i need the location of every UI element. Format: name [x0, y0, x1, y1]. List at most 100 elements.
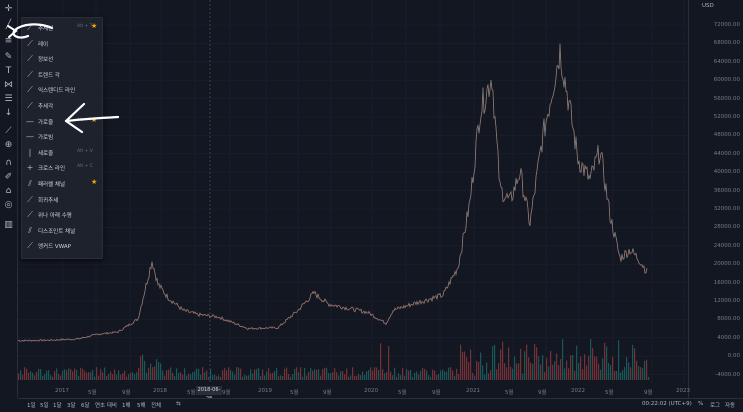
- volume-bar: [512, 368, 514, 380]
- favorite-star-icon[interactable]: ★: [91, 22, 98, 30]
- log-toggle[interactable]: 로그: [710, 403, 721, 409]
- clock-label[interactable]: 00:22:02 (UTC+9): [642, 401, 692, 407]
- menu-item-trend-angle2[interactable]: ⟋ 추세각: [22, 99, 102, 114]
- volume-bar: [444, 371, 446, 380]
- volume-bar: [420, 370, 422, 380]
- trash-icon[interactable]: ▥: [4, 220, 13, 230]
- time-tick-label: 2023: [676, 388, 690, 394]
- range-button[interactable]: 1달: [53, 403, 62, 409]
- ruler-icon[interactable]: ⟋: [5, 126, 12, 136]
- volume-bar: [266, 371, 268, 380]
- menu-item-label: 디스조인트 채널: [38, 228, 76, 235]
- volume-bar: [174, 375, 176, 380]
- range-button[interactable]: 1해: [122, 403, 131, 409]
- volume-bar: [302, 376, 304, 380]
- percent-toggle[interactable]: %: [698, 401, 704, 407]
- volume-bar: [48, 370, 50, 380]
- menu-item-parallel-channel[interactable]: ⫽ 패러렐 채널 ★: [22, 177, 102, 192]
- range-button[interactable]: 3달: [67, 403, 76, 409]
- price-axis[interactable]: 72000.00 68000.00 64000.00 60000.00 56000.00…: [688, 0, 743, 398]
- menu-item-anchored-vwap[interactable]: ⟋ 앵커드 VWAP: [22, 239, 102, 254]
- volume-bar: [640, 367, 642, 380]
- pattern-tool-icon[interactable]: ⋈: [4, 80, 13, 90]
- volume-bar: [398, 373, 400, 380]
- menu-item-horizontal-ray[interactable]: — 가로빔: [22, 130, 102, 145]
- menu-item-ray[interactable]: ⟋ 레이: [22, 37, 102, 52]
- volume-bar: [252, 373, 254, 380]
- menu-item-disjoint-channel[interactable]: ⫽ 디스조인트 채널: [22, 224, 102, 239]
- forecast-tool-icon[interactable]: ☰: [4, 94, 13, 104]
- volume-bar: [196, 368, 198, 380]
- time-tick-label: 2020: [364, 388, 378, 394]
- volume-bar: [458, 373, 460, 380]
- volume-bar: [448, 367, 450, 380]
- volume-bar: [538, 356, 540, 380]
- volume-bar: [236, 367, 238, 380]
- vertical-line-icon: |: [28, 147, 32, 157]
- volume-bar: [312, 370, 314, 380]
- menu-item-cross-line[interactable]: + 크로스 라인 Alt + C: [22, 161, 102, 176]
- crosshair-icon[interactable]: ✛: [4, 4, 13, 14]
- volume-bar: [374, 367, 376, 380]
- volume-bar: [604, 342, 606, 380]
- volume-bar: [260, 376, 262, 380]
- volume-bar: [410, 369, 412, 380]
- favorite-star-icon[interactable]: ★: [91, 178, 98, 186]
- info-line-icon: ⟋: [27, 54, 33, 64]
- text-tool-icon[interactable]: T: [5, 66, 12, 76]
- volume-bar: [556, 353, 558, 380]
- volume-bar: [292, 374, 294, 380]
- menu-item-info-line[interactable]: ⟋ 정보선: [22, 52, 102, 67]
- menu-item-regression-trend[interactable]: ⟋ 회귀추세: [22, 193, 102, 208]
- volume-bar: [552, 364, 554, 380]
- volume-bar: [500, 349, 502, 380]
- auto-toggle[interactable]: 자동: [725, 403, 736, 409]
- price-chart[interactable]: [18, 0, 688, 384]
- price-tick-label: 20000.00: [713, 261, 740, 268]
- volume-bar: [144, 360, 146, 380]
- zoom-icon[interactable]: ⊕: [4, 140, 13, 150]
- range-button[interactable]: 1일: [27, 403, 36, 409]
- volume-bar: [176, 368, 178, 380]
- range-button[interactable]: 6달: [81, 403, 90, 409]
- date-range-icon[interactable]: ⇆: [176, 401, 181, 407]
- anchored-vwap-icon: ⟋: [27, 241, 33, 251]
- menu-item-shortcut: Alt + T: [77, 24, 93, 29]
- menu-item-trend-line[interactable]: ⟋ 추세선 Alt + T ★: [22, 21, 102, 36]
- parallel-channel-icon: ⫽: [28, 179, 32, 188]
- lock-drawings-icon[interactable]: ✐: [4, 172, 13, 182]
- magnet-icon[interactable]: ∩: [5, 158, 12, 168]
- range-button[interactable]: 5해: [137, 403, 146, 409]
- volume-bar: [460, 344, 462, 380]
- volume-bar: [204, 372, 206, 380]
- price-tick-label: 16000.00: [713, 279, 740, 286]
- lock-icon[interactable]: ⌂: [5, 186, 12, 196]
- trend-line-tool-icon[interactable]: ╱: [5, 20, 12, 30]
- range-button[interactable]: 연초 대비: [95, 403, 117, 409]
- range-button[interactable]: 5일: [40, 403, 49, 409]
- volume-bar: [50, 375, 52, 380]
- volume-bar: [168, 369, 170, 380]
- volume-bar: [606, 346, 608, 380]
- menu-item-vertical-line[interactable]: | 세로줄 Alt + V: [22, 146, 102, 161]
- currency-label[interactable]: USD: [702, 3, 714, 9]
- menu-item-trend-angle[interactable]: ⟋ 트렌드 각: [22, 68, 102, 83]
- volume-bar: [372, 370, 374, 380]
- fib-tool-icon[interactable]: ≡: [4, 36, 13, 46]
- menu-item-flat-top-bottom[interactable]: ⟋ 위나 아래 수평: [22, 208, 102, 223]
- volume-bar: [160, 363, 162, 380]
- volume-bar: [384, 373, 386, 380]
- volume-bar: [628, 362, 630, 380]
- volume-bar: [146, 372, 148, 380]
- eye-icon[interactable]: ◎: [4, 200, 13, 210]
- volume-bar: [114, 369, 116, 380]
- volume-bar: [240, 368, 242, 380]
- time-tick-label: 5월: [290, 390, 299, 396]
- volume-bar: [30, 371, 32, 380]
- arrow-down-icon[interactable]: ↓: [4, 108, 13, 118]
- range-button[interactable]: 전체: [151, 403, 162, 409]
- menu-item-extended-line[interactable]: ⟋ 익스텐디드 라인: [22, 83, 102, 98]
- volume-bar: [340, 371, 342, 380]
- brush-tool-icon[interactable]: ✎: [4, 52, 13, 62]
